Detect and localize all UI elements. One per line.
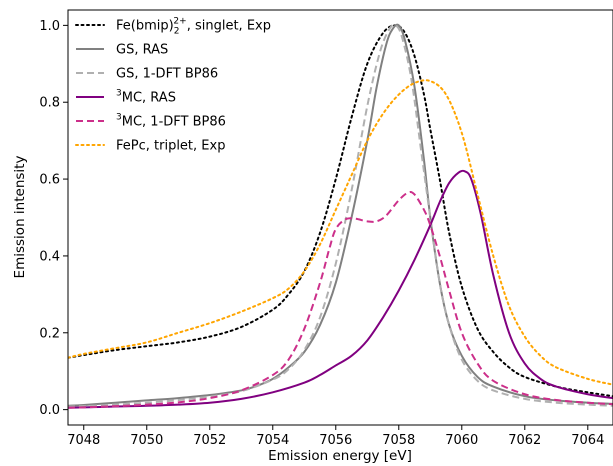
legend-label-3: 3MC, RAS bbox=[116, 89, 176, 106]
legend-label-1: GS, RAS bbox=[116, 43, 168, 58]
x-tick-label: 7052 bbox=[193, 433, 226, 448]
x-tick-label: 7060 bbox=[445, 433, 478, 448]
series-line-4 bbox=[68, 190, 613, 409]
x-tick-label: 7056 bbox=[319, 433, 352, 448]
x-tick-label: 7050 bbox=[130, 433, 163, 448]
x-tick-label: 7054 bbox=[256, 433, 289, 448]
y-tick-label: 0.4 bbox=[39, 249, 60, 264]
series-line-1 bbox=[68, 23, 613, 407]
legend-label-4: 3MC, 1-DFT BP86 bbox=[116, 113, 226, 130]
tick-group: 7048 7050 7052 7054 7056 7058 7060 7062 7064 0.0 0… bbox=[39, 19, 604, 448]
y-axis-label: Emission intensity bbox=[12, 156, 28, 279]
x-tick-label: 7058 bbox=[382, 433, 415, 448]
legend-label-5: FePc, triplet, Exp bbox=[116, 139, 225, 154]
series-line-5 bbox=[68, 79, 613, 386]
y-tick-label: 0.6 bbox=[39, 173, 60, 188]
x-tick-label: 7064 bbox=[571, 433, 604, 448]
x-tick-label: 7048 bbox=[67, 433, 100, 448]
x-tick-label: 7062 bbox=[508, 433, 541, 448]
curve-group bbox=[68, 23, 613, 409]
series-line-3 bbox=[68, 169, 613, 409]
plot-frame bbox=[67, 9, 613, 426]
legend-label-2: GS, 1-DFT BP86 bbox=[116, 67, 218, 82]
series-line-2 bbox=[68, 23, 613, 408]
legend-label-0: Fe(bmip)22+, singlet, Exp bbox=[116, 17, 271, 37]
y-tick-label: 0.0 bbox=[39, 403, 60, 418]
y-tick-label: 0.2 bbox=[39, 326, 60, 341]
x-axis-label: Emission energy [eV] bbox=[268, 448, 412, 464]
legend: Fe(bmip)22+, singlet, Exp GS, RAS GS, 1-DF… bbox=[75, 17, 271, 154]
y-tick-label: 0.8 bbox=[39, 96, 60, 111]
y-tick-label: 1.0 bbox=[39, 19, 60, 34]
